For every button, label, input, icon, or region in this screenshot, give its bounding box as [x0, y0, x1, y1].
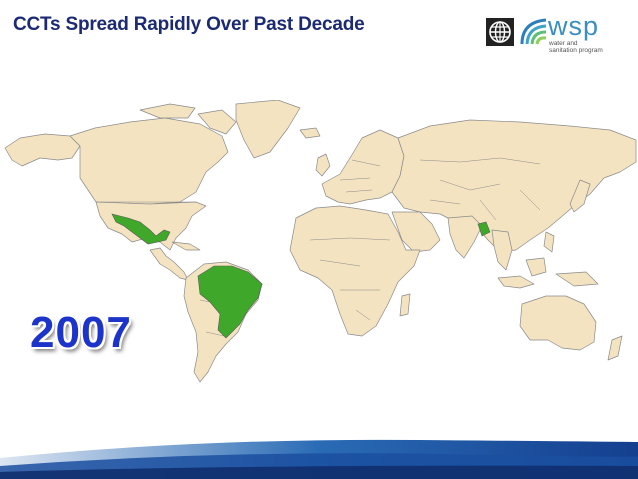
madagascar-land [399, 293, 411, 317]
wsp-tagline-line1: water and [549, 40, 578, 47]
india-land [447, 215, 483, 259]
wsp-logo-text: wsp [548, 11, 600, 41]
iceland-land [299, 127, 321, 139]
new-zealand-land [607, 335, 623, 361]
arctic-islands [139, 103, 196, 119]
canada-land [69, 117, 229, 205]
alaska-land [4, 133, 81, 167]
japan-land [569, 179, 591, 213]
se-asia-land [491, 229, 513, 271]
border-lines-europe [339, 159, 381, 193]
year-label: 2007 [30, 308, 132, 357]
bangladesh-highlight [477, 221, 491, 237]
greenland-land [235, 100, 301, 159]
europe-land [321, 129, 405, 205]
slide-title: CCTs Spread Rapidly Over Past Decade [13, 14, 365, 35]
africa-land [289, 205, 421, 337]
arabia-land [391, 211, 441, 253]
central-america [149, 247, 189, 281]
border-lines-asia [419, 157, 541, 221]
wsp-tagline: water and sanitation program [549, 40, 603, 54]
indonesia-land [497, 275, 535, 289]
wsp-tagline-line2: sanitation program [549, 47, 603, 54]
baffin-island [197, 109, 237, 135]
caribbean-islands [171, 241, 201, 251]
brazil-highlight [197, 265, 263, 339]
usa-land [95, 201, 207, 251]
borneo-land [525, 257, 547, 277]
new-guinea-land [555, 271, 599, 287]
footer-wave [0, 439, 638, 479]
wsp-logo-icon [520, 18, 547, 45]
world-bank-globe-icon [486, 18, 514, 46]
philippines-land [543, 231, 555, 253]
border-lines-africa [309, 237, 391, 321]
world-map [4, 100, 637, 383]
mexico-highlight [111, 213, 171, 245]
logo-group: wsp water and sanitation program [486, 11, 631, 54]
australia-land [519, 295, 597, 351]
uk-land [315, 153, 331, 177]
